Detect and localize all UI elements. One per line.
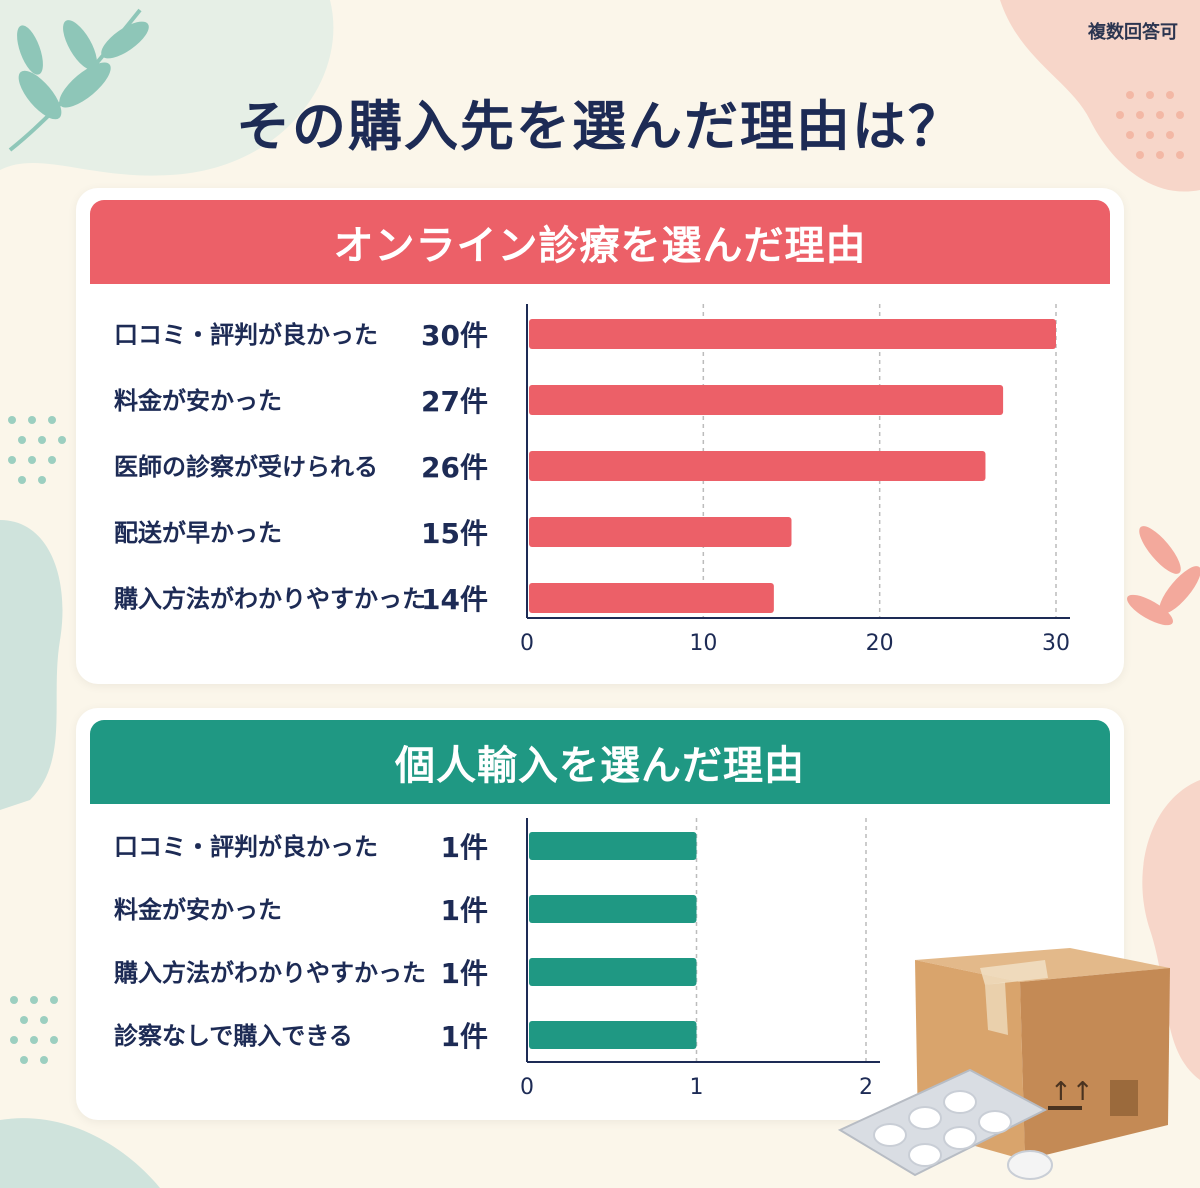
category-label: 料金が安かった	[114, 896, 282, 924]
bar	[529, 451, 986, 481]
value-label: 26件	[421, 451, 488, 484]
bar	[529, 958, 697, 986]
bar	[529, 832, 697, 860]
top-right-blob	[1000, 0, 1200, 192]
bar	[529, 385, 1004, 415]
x-tick-label: 1	[690, 1075, 704, 1100]
bottom-left-dots	[10, 996, 58, 1064]
x-tick-label: 10	[689, 631, 717, 656]
value-label: 14件	[421, 583, 488, 616]
right-leaf-icon	[1127, 526, 1200, 626]
value-label: 27件	[421, 385, 488, 418]
category-label: 医師の診察が受けられる	[114, 453, 378, 481]
value-label: 1件	[441, 894, 488, 927]
x-tick-label: 30	[1042, 631, 1070, 656]
left-dots	[8, 416, 66, 484]
online-panel-title: オンライン診療を選んだ理由	[90, 200, 1110, 284]
value-label: 1件	[441, 957, 488, 990]
category-label: 料金が安かった	[114, 387, 282, 415]
category-label: 配送が早かった	[114, 519, 282, 547]
category-label: 購入方法がわかりやすかった	[114, 959, 426, 987]
pill-blister-icon	[837, 1068, 1053, 1180]
category-label: 口コミ・評判が良かった	[114, 833, 378, 861]
box-and-pills-illustration: ↑↑	[837, 948, 1170, 1180]
right-blob	[1142, 780, 1200, 1080]
x-tick-label: 2	[859, 1075, 873, 1100]
x-tick-label: 0	[520, 1075, 534, 1100]
bar	[529, 1021, 697, 1049]
category-label: 診察なしで購入できる	[114, 1022, 353, 1050]
bar	[529, 583, 774, 613]
bottom-left-blob	[0, 1118, 160, 1188]
x-tick-label: 20	[866, 631, 894, 656]
category-label: 購入方法がわかりやすかった	[114, 585, 426, 613]
multiple-answers-note: 複数回答可	[1088, 22, 1178, 43]
value-label: 15件	[421, 517, 488, 550]
online-consultation-panel: オンライン診療を選んだ理由 0 10 20 30 口コミ・評判が良かった 30件料金が安か…	[76, 188, 1124, 684]
x-tick-label: 0	[520, 631, 534, 656]
bar	[529, 319, 1056, 349]
top-right-dots	[1116, 91, 1184, 159]
value-label: 1件	[441, 831, 488, 864]
svg-text:↑↑: ↑↑	[1050, 1077, 1094, 1107]
bar	[529, 517, 792, 547]
left-blob	[0, 520, 63, 810]
bar	[529, 895, 697, 923]
leaf-branch-icon	[8, 8, 149, 152]
value-label: 1件	[441, 1020, 488, 1053]
page-title: その購入先を選んだ理由は？	[236, 95, 964, 158]
import-panel-title: 個人輸入を選んだ理由	[90, 720, 1110, 804]
value-label: 30件	[421, 319, 488, 352]
category-label: 口コミ・評判が良かった	[114, 321, 378, 349]
